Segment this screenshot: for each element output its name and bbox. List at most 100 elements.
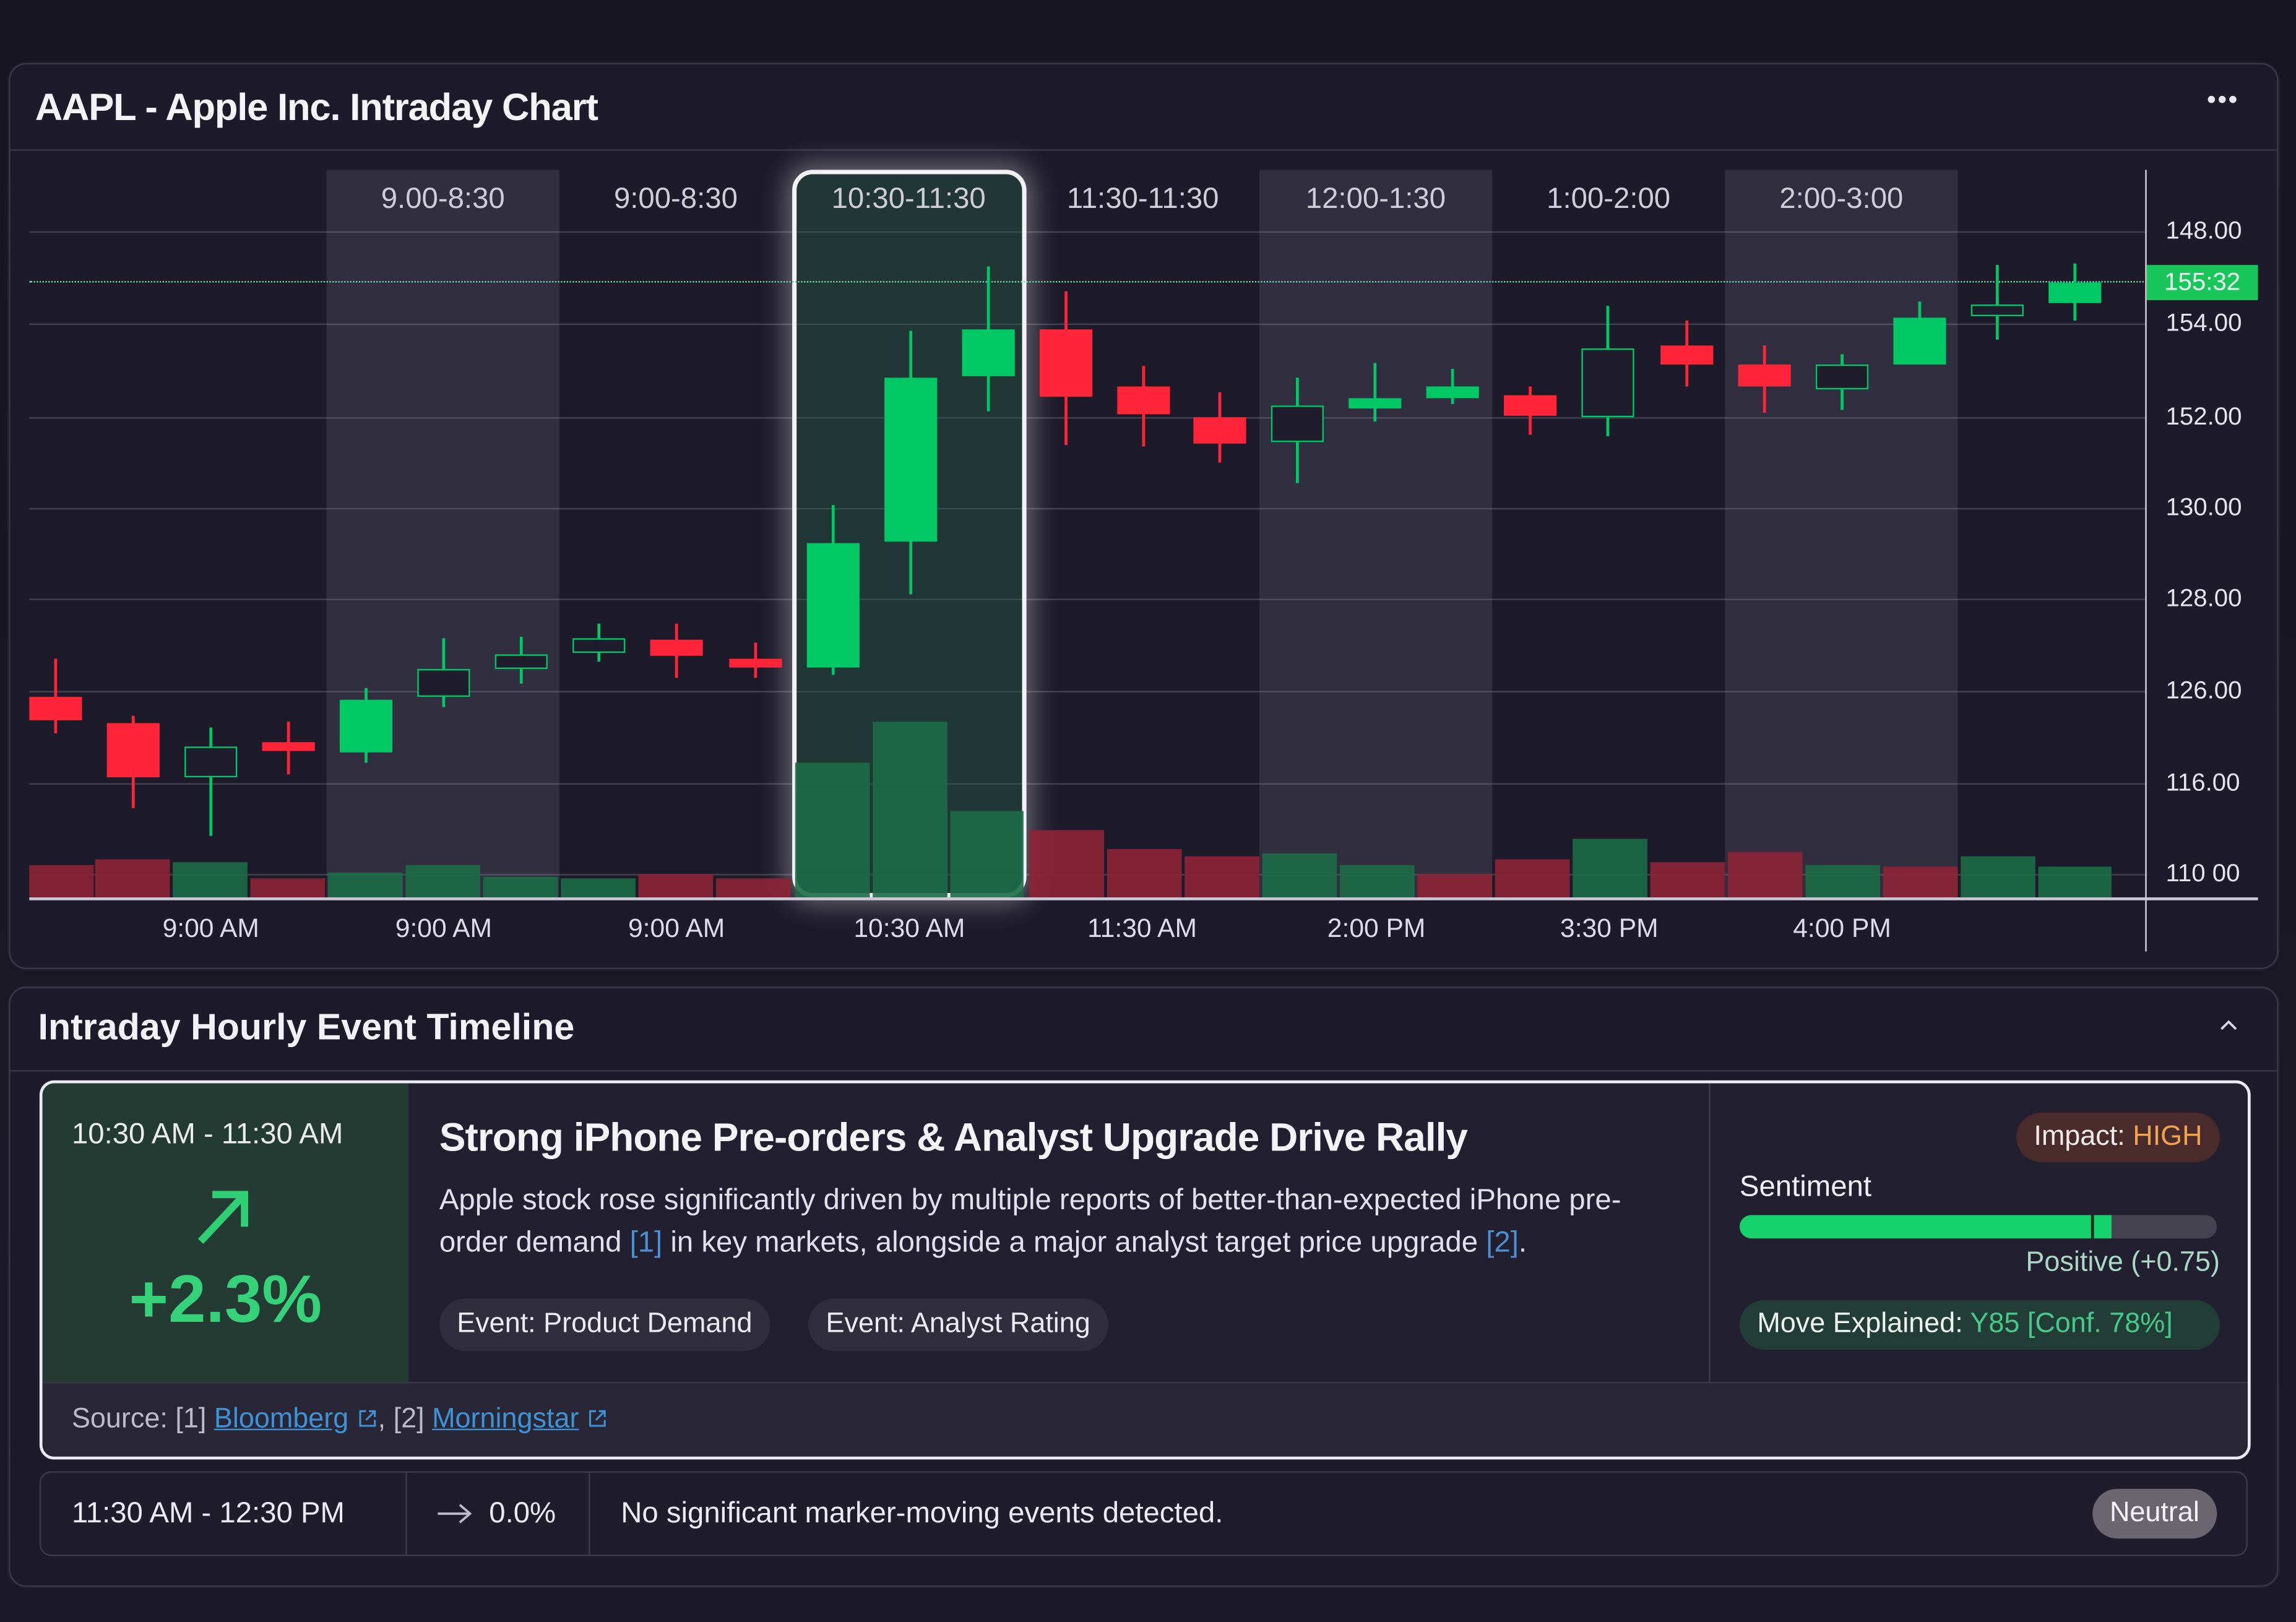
y-axis-tick: 116.00: [2165, 768, 2240, 796]
candle-body: [1271, 405, 1324, 442]
volume-bar: [1650, 862, 1725, 898]
x-axis-tick: 9:00 AM: [162, 913, 259, 943]
sentiment-badge-neutral: Neutral: [2092, 1488, 2217, 1539]
tag-analyst-rating[interactable]: Event: Analyst Rating: [808, 1298, 1108, 1352]
arrow-up-right-icon: [197, 1191, 249, 1244]
sentiment-label: Sentiment: [1739, 1171, 1872, 1204]
event-metrics: Impact: HIGH Sentiment Positive (+0.75) …: [1709, 1083, 2248, 1383]
x-axis-tick: 9:00 AM: [395, 913, 493, 943]
y-axis-tick: 154.00: [2165, 309, 2242, 337]
move-explained-value: Y85 [Conf. 78%]: [1970, 1308, 2173, 1340]
candle-wick: [54, 658, 57, 734]
candle-body: [1503, 395, 1557, 416]
y-axis-tick: 110 00: [2165, 859, 2240, 887]
citation-link-2[interactable]: [2]: [1486, 1227, 1519, 1259]
candlestick-chart[interactable]: 148.00 154.00 152.00 130.00 128.00 126.00 116.…: [0, 0, 2296, 966]
source-prefix: Source: [1]: [71, 1404, 214, 1435]
volume-bar: [950, 811, 1024, 898]
external-link-icon[interactable]: [588, 1408, 608, 1429]
candle-body: [1970, 304, 2024, 316]
candle-body: [884, 377, 938, 542]
current-price-tag: 155:32: [2146, 265, 2258, 300]
description-text: Apple stock rose significantly driven by…: [439, 1184, 1621, 1259]
volume-bar: [1961, 856, 2035, 898]
description-text: in key markets, alongside a major analys…: [662, 1227, 1487, 1259]
move-explained-badge: Move Explained: Y85 [Conf. 78%]: [1739, 1300, 2220, 1350]
volume-bar: [250, 878, 326, 898]
candle-body: [1426, 386, 1479, 399]
gridline: [29, 691, 2146, 692]
candle-body: [106, 723, 160, 778]
candle-body: [339, 699, 393, 753]
candle-body: [2048, 282, 2102, 303]
event-change-percent: +2.3%: [129, 1260, 322, 1337]
y-axis-tick: 130.00: [2165, 493, 2242, 522]
candle-body: [1193, 417, 1246, 444]
time-band-label: 10:30-11:30: [831, 183, 986, 215]
volume-bar: [561, 878, 636, 898]
source-link-bloomberg[interactable]: Bloomberg: [214, 1404, 349, 1435]
volume-bar: [1805, 865, 1881, 898]
time-band: [1725, 170, 1958, 899]
candle-body: [572, 638, 626, 654]
candle-body: [1581, 348, 1634, 418]
candle-body: [650, 639, 703, 656]
volume-bar: [2038, 866, 2112, 898]
y-axis-tick: 126.00: [2165, 676, 2242, 704]
candle-body: [184, 746, 238, 778]
gridline: [29, 323, 2146, 326]
volume-bar: [1339, 865, 1415, 898]
event-row[interactable]: 11:30 AM - 12:30 PM 0.0% No significant …: [39, 1471, 2248, 1556]
divider: [589, 1472, 590, 1555]
candle-body: [1893, 317, 1946, 365]
impact-badge: Impact: HIGH: [2016, 1112, 2220, 1163]
chart-panel: AAPL - Apple Inc. Intraday Chart •••: [9, 63, 2279, 969]
candle-body: [29, 696, 82, 720]
collapse-timeline-button[interactable]: [2219, 1009, 2239, 1040]
divider: [405, 1472, 407, 1555]
more-options-button[interactable]: •••: [2207, 85, 2239, 116]
y-axis-tick: 148.00: [2165, 217, 2242, 245]
volume-bar: [1495, 859, 1570, 898]
volume-bar: [1185, 856, 1259, 898]
time-band-label: 11:30-11:30: [1066, 183, 1219, 215]
external-link-icon[interactable]: [357, 1408, 378, 1429]
chart-header: AAPL - Apple Inc. Intraday Chart •••: [10, 64, 2277, 151]
time-band-label: 2:00-3:00: [1779, 183, 1904, 215]
gridline: [29, 598, 2146, 600]
volume-bar: [1029, 830, 1105, 898]
featured-event-card[interactable]: 10:30 AM - 11:30 AM +2.3% Strong iPhone …: [39, 1080, 2251, 1460]
current-price-line: [29, 281, 2147, 283]
volume-bar: [1573, 839, 1647, 898]
x-axis-tick: 10:30 AM: [853, 913, 965, 943]
volume-bar: [328, 872, 403, 898]
gridline: [29, 231, 2146, 233]
impact-value: HIGH: [2133, 1121, 2203, 1152]
source-line: Source: [1] Bloomberg , [2] Morningstar: [72, 1404, 608, 1436]
source-link-morningstar[interactable]: Morningstar: [432, 1404, 579, 1435]
candle-body: [806, 543, 860, 668]
sentiment-value: Positive (+0.75): [2026, 1247, 2220, 1279]
volume-bar: [483, 876, 558, 898]
candle-body: [417, 669, 470, 697]
citation-link-1[interactable]: [1]: [629, 1227, 663, 1259]
volume-bar: [638, 874, 714, 898]
candle-body: [1738, 365, 1791, 387]
time-band-label: 9.00-8:30: [381, 183, 505, 215]
candle-wick: [209, 727, 212, 836]
impact-label: Impact:: [2034, 1121, 2133, 1152]
sentiment-bar: [1739, 1215, 2217, 1239]
candle-wick: [1373, 363, 1376, 422]
x-axis-tick: 4:00 PM: [1793, 913, 1891, 943]
timeline-title: Intraday Hourly Event Timeline: [38, 1007, 575, 1048]
tag-product-demand[interactable]: Event: Product Demand: [439, 1298, 770, 1352]
volume-bar: [1727, 852, 1803, 898]
event-row-time-range: 11:30 AM - 12:30 PM: [71, 1497, 345, 1530]
volume-bar: [29, 865, 94, 898]
x-axis-tick: 2:00 PM: [1327, 913, 1426, 943]
volume-bar: [1107, 848, 1182, 898]
event-headline: Strong iPhone Pre-orders & Analyst Upgra…: [439, 1115, 1468, 1160]
candle-wick: [1996, 265, 1999, 340]
gridline: [29, 507, 2146, 510]
